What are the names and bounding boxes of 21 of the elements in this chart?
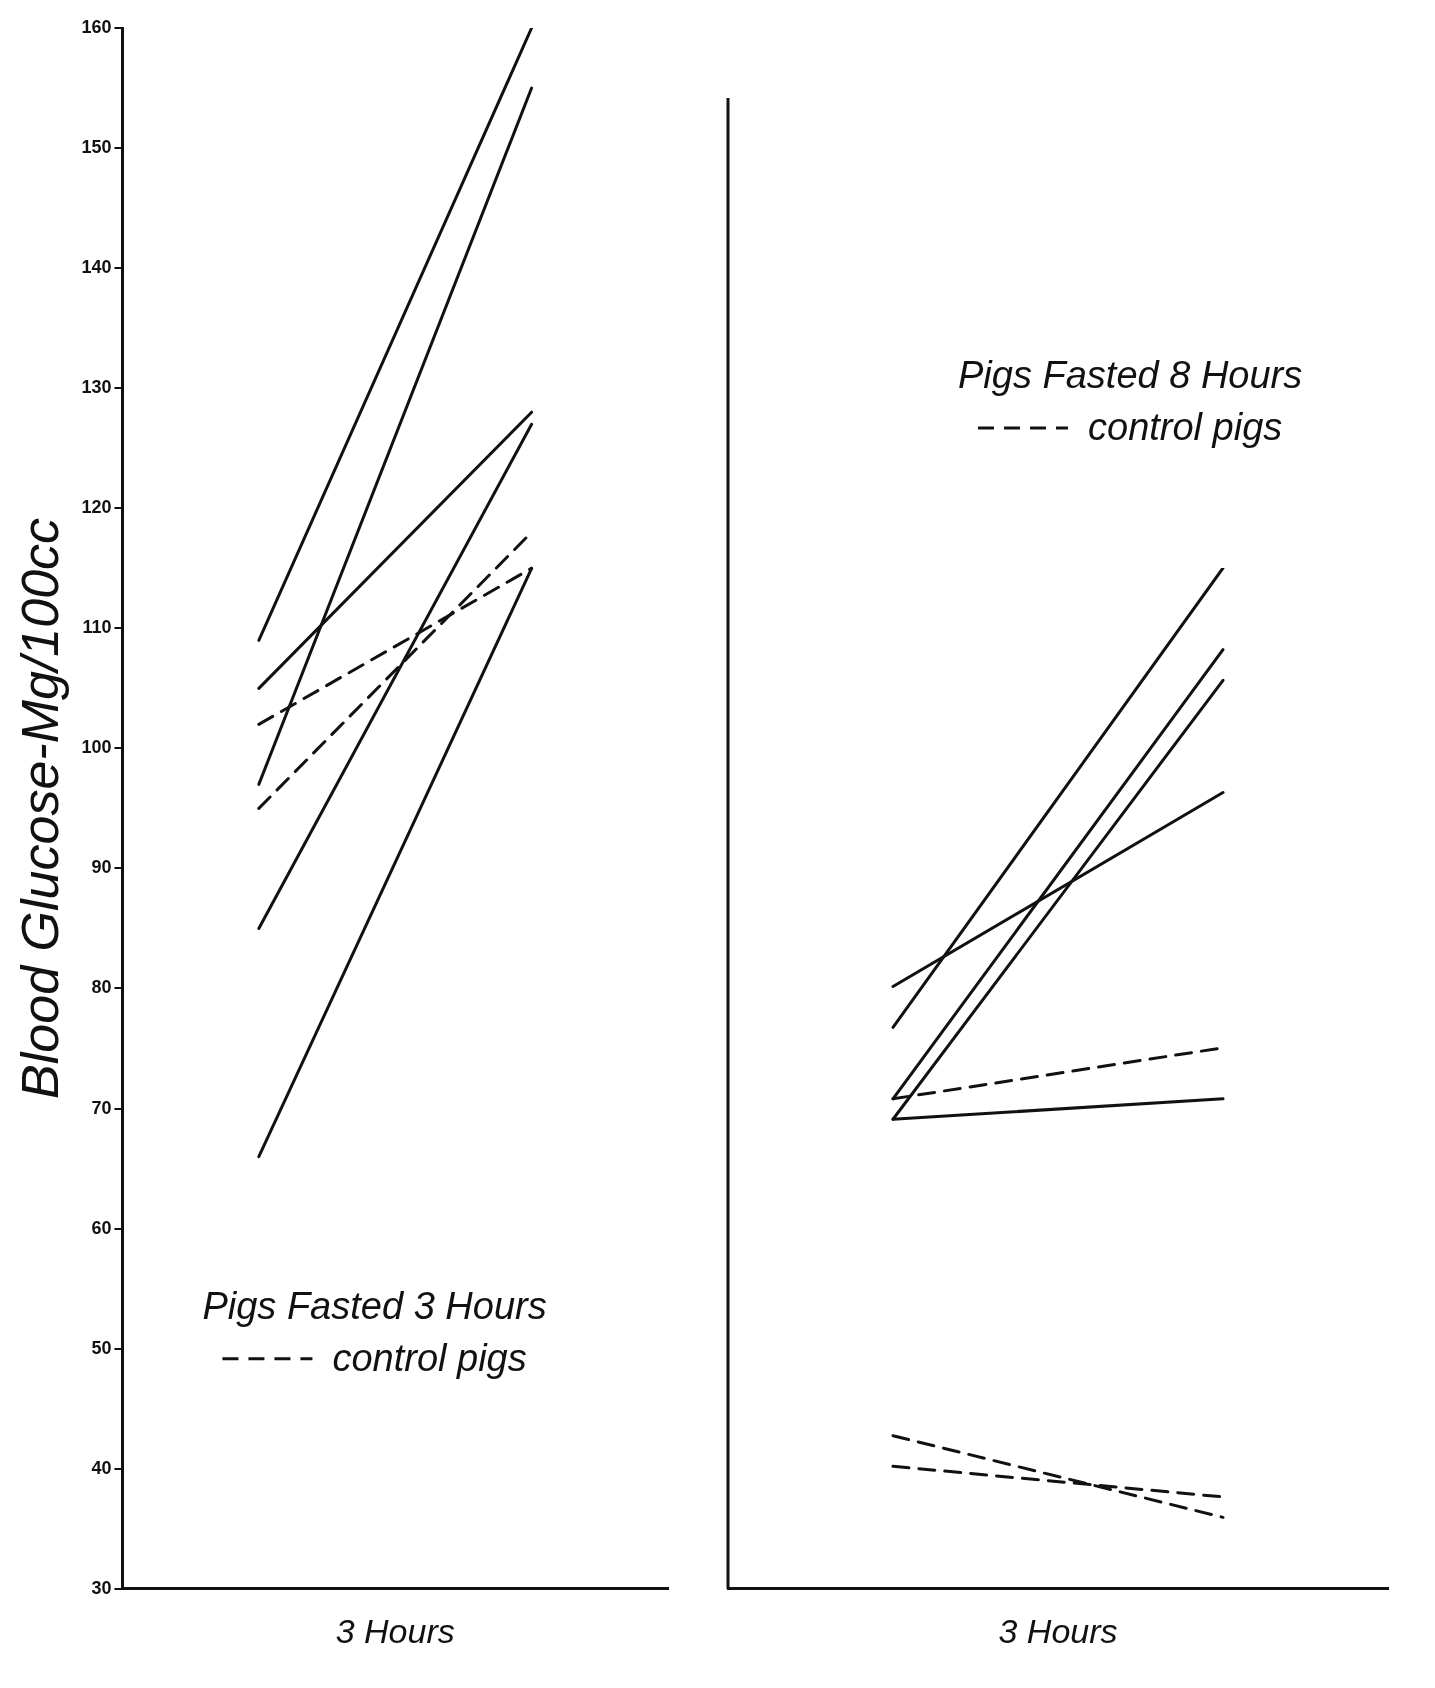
y-tick-label: 160 (81, 16, 112, 37)
y-tick-label: 70 (91, 1097, 112, 1118)
y-tick-label: 90 (91, 857, 112, 878)
y-tick-label: 140 (81, 257, 112, 278)
y-tick-label: 150 (81, 137, 112, 158)
y-tick-label: 120 (81, 497, 112, 518)
legend-label: control pigs (332, 1336, 527, 1379)
y-axis-title: Blood Glucose-Mg/100cc (10, 517, 69, 1099)
y-tick-label: 100 (81, 737, 112, 758)
y-tick-label: 80 (91, 977, 112, 998)
y-tick-label: 40 (91, 1457, 112, 1478)
chart-title: Pigs Fasted 8 Hours (958, 354, 1303, 396)
y-tick-label: 110 (82, 617, 112, 638)
y-tick-label: 30 (91, 1577, 112, 1598)
legend-label: control pigs (1088, 406, 1283, 448)
x-axis-title: 3 Hours (335, 1612, 455, 1651)
x-axis-title: 3 Hours (998, 1612, 1118, 1651)
y-tick-label: 60 (91, 1217, 112, 1238)
y-tick-label: 50 (91, 1337, 112, 1358)
y-tick-label: 130 (81, 377, 112, 398)
text: Pigs Fasted 3 Hours (202, 1284, 547, 1327)
